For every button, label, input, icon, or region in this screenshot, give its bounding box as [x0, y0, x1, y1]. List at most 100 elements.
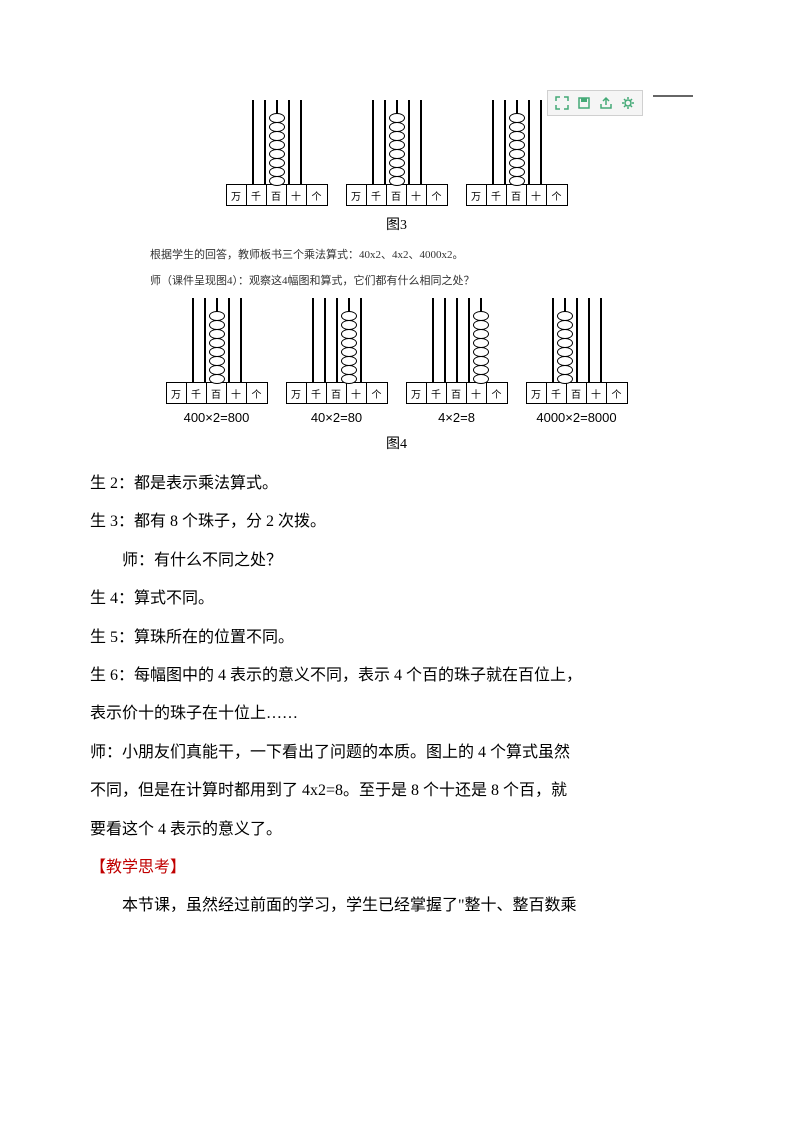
abacus-rod — [216, 298, 218, 383]
place-label: 百 — [387, 185, 407, 205]
place-label: 十 — [467, 383, 487, 403]
abacus-equation: 4×2=8 — [438, 410, 475, 425]
intertext-2: 师（课件呈现图4）：观察这4幅图和算式，它们都有什么相同之处？ — [150, 272, 703, 288]
figure-4-label: 图4 — [90, 433, 703, 453]
abacus-rod — [288, 100, 290, 185]
place-label: 千 — [547, 383, 567, 403]
underline-decoration — [653, 95, 693, 97]
place-label: 万 — [467, 185, 487, 205]
place-label: 百 — [267, 185, 287, 205]
abacus: 万千百十个 — [226, 100, 328, 206]
closing-line: 本节课，虽然经过前面的学习，学生已经掌握了"整十、整百数乘 — [90, 887, 703, 925]
place-label: 十 — [587, 383, 607, 403]
place-label: 千 — [427, 383, 447, 403]
abacus-rod — [300, 100, 302, 185]
place-label: 十 — [287, 185, 307, 205]
place-label: 个 — [427, 185, 447, 205]
abacus-rod — [408, 100, 410, 185]
abacus-base: 万千百十个 — [466, 184, 568, 206]
toolbar — [547, 90, 643, 116]
place-label: 十 — [407, 185, 427, 205]
abacus: 万千百十个 4000×2=8000 — [526, 298, 628, 425]
place-label: 十 — [227, 383, 247, 403]
abacus-base: 万千百十个 — [526, 382, 628, 404]
figure-3: 万千百十个万千百十个万千百十个 图3 — [90, 100, 703, 234]
abacus-rod — [360, 298, 362, 383]
abacus-base: 万千百十个 — [226, 184, 328, 206]
section-heading: 【教学思考】 — [90, 849, 703, 887]
abacus-rod — [420, 100, 422, 185]
abacus-rod — [468, 298, 470, 383]
place-label: 万 — [287, 383, 307, 403]
place-label: 百 — [327, 383, 347, 403]
place-label: 百 — [207, 383, 227, 403]
abacus-rod — [528, 100, 530, 185]
place-label: 十 — [347, 383, 367, 403]
place-label: 万 — [407, 383, 427, 403]
dialogue-block: 生 2：都是表示乘法算式。 生 3：都有 8 个珠子，分 2 次拨。 师：有什么… — [90, 465, 703, 926]
place-label: 千 — [187, 383, 207, 403]
abacus-rod — [588, 298, 590, 383]
abacus-rod — [324, 298, 326, 383]
abacus-rod — [432, 298, 434, 383]
dialogue-line: 师：小朋友们真能干，一下看出了问题的本质。图上的 4 个算式虽然 — [90, 734, 703, 772]
abacus-rod — [540, 100, 542, 185]
abacus-rod — [576, 298, 578, 383]
abacus-equation: 4000×2=8000 — [536, 410, 616, 425]
abacus-rod — [348, 298, 350, 383]
abacus-rod — [504, 100, 506, 185]
abacus-bead — [341, 374, 357, 384]
abacus-rod — [264, 100, 266, 185]
abacus-rod — [276, 100, 278, 185]
abacus-rod — [492, 100, 494, 185]
abacus-rod — [192, 298, 194, 383]
place-label: 万 — [347, 185, 367, 205]
abacus-rod — [204, 298, 206, 383]
figure-3-label: 图3 — [90, 214, 703, 234]
settings-icon[interactable] — [620, 95, 636, 111]
abacus-equation: 40×2=80 — [311, 410, 362, 425]
dialogue-line: 不同，但是在计算时都用到了 4x2=8。至于是 8 个十还是 8 个百，就 — [90, 772, 703, 810]
abacus-rod — [480, 298, 482, 383]
place-label: 个 — [247, 383, 267, 403]
place-label: 个 — [607, 383, 627, 403]
place-label: 百 — [507, 185, 527, 205]
place-label: 千 — [487, 185, 507, 205]
place-label: 个 — [367, 383, 387, 403]
dialogue-line: 表示价十的珠子在十位上…… — [90, 695, 703, 733]
abacus-rod — [372, 100, 374, 185]
abacus-bead — [473, 374, 489, 384]
place-label: 千 — [307, 383, 327, 403]
place-label: 万 — [527, 383, 547, 403]
abacus-rod — [396, 100, 398, 185]
dialogue-line: 生 4：算式不同。 — [90, 580, 703, 618]
abacus-rod — [552, 298, 554, 383]
place-label: 百 — [447, 383, 467, 403]
abacus-rod — [564, 298, 566, 383]
place-label: 十 — [527, 185, 547, 205]
abacus-base: 万千百十个 — [346, 184, 448, 206]
share-icon[interactable] — [598, 95, 614, 111]
abacus-bead — [209, 374, 225, 384]
save-icon[interactable] — [576, 95, 592, 111]
abacus: 万千百十个 4×2=8 — [406, 298, 508, 425]
place-label: 千 — [367, 185, 387, 205]
abacus-rod — [312, 298, 314, 383]
dialogue-line: 要看这个 4 表示的意义了。 — [90, 811, 703, 849]
abacus-base: 万千百十个 — [406, 382, 508, 404]
place-label: 百 — [567, 383, 587, 403]
place-label: 万 — [167, 383, 187, 403]
place-label: 个 — [307, 185, 327, 205]
abacus-rod — [516, 100, 518, 185]
expand-icon[interactable] — [554, 95, 570, 111]
abacus-rod — [384, 100, 386, 185]
abacus-rod — [336, 298, 338, 383]
abacus-base: 万千百十个 — [286, 382, 388, 404]
abacus: 万千百十个 — [346, 100, 448, 206]
abacus-equation: 400×2=800 — [184, 410, 250, 425]
abacus-rod — [444, 298, 446, 383]
abacus-bead — [389, 176, 405, 186]
abacus-rod — [252, 100, 254, 185]
intertext-1: 根据学生的回答，教师板书三个乘法算式：40x2、4x2、4000x2。 — [150, 246, 703, 262]
place-label: 个 — [547, 185, 567, 205]
